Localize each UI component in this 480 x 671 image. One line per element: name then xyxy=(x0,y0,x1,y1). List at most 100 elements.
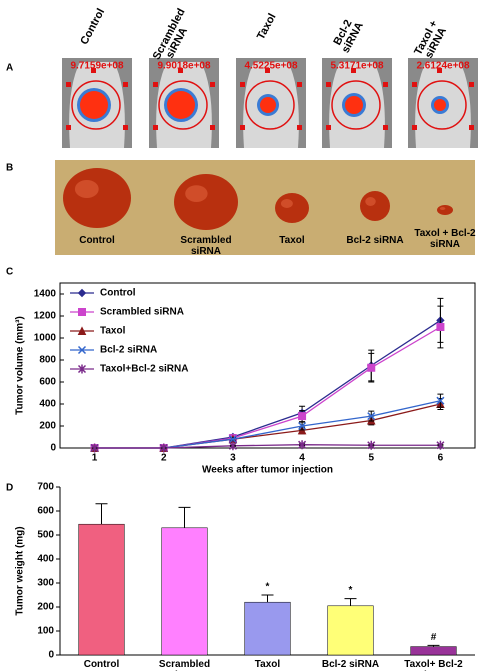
point-marker xyxy=(228,441,237,451)
tumor-label: Control xyxy=(79,235,115,246)
point-marker xyxy=(367,412,376,421)
point-marker xyxy=(298,421,307,431)
point-marker xyxy=(367,363,376,372)
y-tick-label: 1000 xyxy=(34,333,57,344)
roi-marker xyxy=(297,82,302,87)
x-axis-label: Weeks after tumor injection xyxy=(202,465,333,476)
roi-marker xyxy=(123,82,128,87)
y-tick-label: 500 xyxy=(37,530,54,541)
point-marker xyxy=(436,323,445,331)
significance-marker: * xyxy=(349,585,353,596)
x-tick-label: 5 xyxy=(368,453,374,464)
panel-label: C xyxy=(6,267,13,278)
x-tick-label: 3 xyxy=(230,453,236,464)
signal xyxy=(345,96,363,114)
roi-marker xyxy=(240,82,245,87)
roi-marker xyxy=(66,82,71,87)
error-bar xyxy=(344,598,357,606)
y-tick-label: 1400 xyxy=(34,289,57,300)
series-line xyxy=(94,444,441,449)
bar xyxy=(410,646,457,656)
tumor xyxy=(174,174,238,230)
y-axis-label: Tumor weight (mg) xyxy=(15,526,26,615)
series-line xyxy=(94,403,441,449)
signal xyxy=(80,91,108,119)
tumor xyxy=(63,168,131,228)
point-marker xyxy=(298,440,307,450)
roi-marker xyxy=(351,68,356,73)
roi-marker xyxy=(178,68,183,73)
reading: 2.6124e+08 xyxy=(416,61,470,72)
error-bar xyxy=(95,503,108,525)
point-marker xyxy=(436,440,445,450)
y-tick-label: 800 xyxy=(39,355,56,366)
point-marker xyxy=(228,435,237,444)
roi-marker xyxy=(412,125,417,130)
error-bar xyxy=(178,506,191,528)
roi-marker xyxy=(297,125,302,130)
y-tick-label: 200 xyxy=(37,602,54,613)
point-marker xyxy=(436,396,445,405)
series-line xyxy=(94,319,441,449)
panel-label: D xyxy=(6,483,13,494)
y-tick-label: 0 xyxy=(50,443,56,454)
bar xyxy=(327,605,374,656)
roi-marker xyxy=(153,125,158,130)
y-tick-label: 300 xyxy=(37,578,54,589)
roi-marker xyxy=(383,125,388,130)
tumor-label: Taxol + Bcl-2 siRNA xyxy=(414,228,476,250)
roi-marker xyxy=(469,82,474,87)
roi-marker xyxy=(469,125,474,130)
point-marker xyxy=(298,412,307,421)
signal xyxy=(434,99,446,111)
tumor-highlight xyxy=(280,199,293,208)
signal xyxy=(167,91,195,119)
tumor xyxy=(275,193,309,223)
roi-marker xyxy=(265,68,270,73)
tumor-label: Scrambled siRNA xyxy=(180,235,232,257)
tumor-highlight xyxy=(439,207,446,210)
roi-marker xyxy=(412,82,417,87)
x-tick-label: 4 xyxy=(299,453,305,464)
y-tick-label: 200 xyxy=(39,421,56,432)
x-tick-label: 1 xyxy=(92,453,98,464)
panel-label: A xyxy=(6,63,13,74)
bar xyxy=(78,523,125,656)
roi-marker xyxy=(91,68,96,73)
significance-marker: * xyxy=(266,582,270,593)
reading: 9.7159e+08 xyxy=(70,61,124,72)
x-tick-label: Taxol xyxy=(254,659,281,670)
roi-marker xyxy=(326,82,331,87)
tumor-highlight xyxy=(185,185,208,203)
roi-circle xyxy=(417,80,467,130)
y-tick-label: 1200 xyxy=(34,311,57,322)
x-tick-label: 2 xyxy=(161,453,167,464)
roi-circle xyxy=(158,80,208,130)
roi-marker xyxy=(383,82,388,87)
legend-label: Bcl-2 siRNA xyxy=(100,345,157,356)
tumor-label: Taxol xyxy=(279,235,305,246)
legend-label: Control xyxy=(100,288,136,299)
bar xyxy=(244,601,291,656)
roi-marker xyxy=(437,68,442,73)
roi-marker xyxy=(326,125,331,130)
tumor-highlight xyxy=(365,197,376,206)
y-tick-label: 600 xyxy=(37,506,54,517)
roi-circle xyxy=(245,80,295,130)
panel-label: B xyxy=(6,163,13,174)
tumor xyxy=(437,205,453,215)
y-tick-label: 700 xyxy=(37,482,54,493)
roi-circle xyxy=(331,80,381,130)
x-tick-label: 6 xyxy=(438,453,444,464)
plot-frame xyxy=(59,282,476,449)
signal xyxy=(260,97,276,113)
x-tick-label: Scrambled siRNA xyxy=(158,659,211,671)
point-marker xyxy=(367,440,376,450)
legend-marker xyxy=(78,308,86,316)
x-tick-label: Taxol+ Bcl-2 siRNA xyxy=(404,659,463,671)
y-tick-label: 400 xyxy=(39,399,56,410)
tumor xyxy=(360,191,390,221)
bar xyxy=(161,527,208,656)
